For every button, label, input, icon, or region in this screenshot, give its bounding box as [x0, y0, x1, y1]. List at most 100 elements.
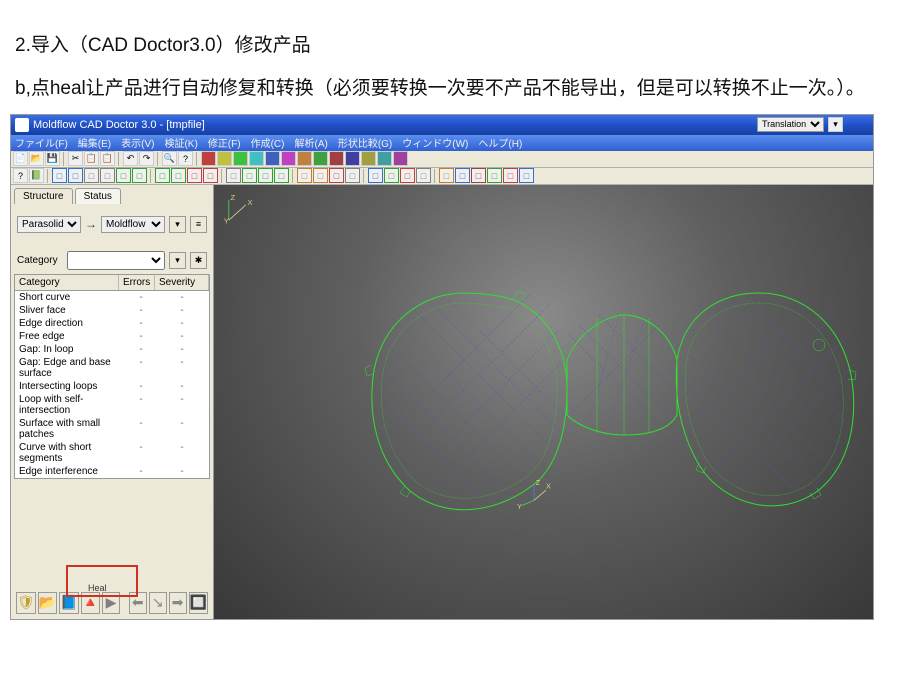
- mode-select[interactable]: Translation: [757, 117, 824, 132]
- toolbar-color-button[interactable]: [281, 151, 296, 166]
- toolbar-color-button[interactable]: [265, 151, 280, 166]
- toolbar-1: Translation ▾ 📄📂💾✂📋📋↶↷🔍?: [11, 151, 873, 168]
- toolbar-color-button[interactable]: [313, 151, 328, 166]
- table-row[interactable]: Short curve--: [15, 291, 209, 304]
- menubar: ファイル(F) 編集(E) 表示(V) 検証(K) 修正(F) 作成(C) 解析(A) 形状比…: [11, 135, 873, 151]
- toolbar-button[interactable]: ?: [13, 168, 28, 183]
- toolbar-tool-button[interactable]: □: [84, 168, 99, 183]
- action-button[interactable]: 📂: [38, 592, 57, 614]
- category-opt-button[interactable]: ▾: [169, 252, 186, 269]
- toolbar-button[interactable]: ?: [178, 151, 193, 166]
- th-severity[interactable]: Severity: [155, 275, 209, 290]
- th-category[interactable]: Category: [15, 275, 119, 290]
- toolbar-button[interactable]: ✂: [68, 151, 83, 166]
- toolbar-tool-button[interactable]: □: [116, 168, 131, 183]
- table-row[interactable]: Gap: Edge and base surface--: [15, 356, 209, 380]
- toolbar-tool-button[interactable]: □: [203, 168, 218, 183]
- toolbar-tool-button[interactable]: □: [100, 168, 115, 183]
- toolbar-tool-button[interactable]: □: [384, 168, 399, 183]
- menu-item[interactable]: 編集(E): [78, 135, 111, 150]
- viewport[interactable]: X Y Z: [214, 185, 873, 619]
- toolbar-button[interactable]: 🔍: [162, 151, 177, 166]
- toolbar-button[interactable]: 📗: [29, 168, 44, 183]
- toolbar-color-button[interactable]: [377, 151, 392, 166]
- nav-button[interactable]: ➡: [169, 592, 187, 614]
- list-button[interactable]: ≡: [190, 216, 207, 233]
- toolbar-button[interactable]: 📂: [29, 151, 44, 166]
- menu-item[interactable]: 検証(K): [164, 135, 197, 150]
- toolbar-tool-button[interactable]: □: [226, 168, 241, 183]
- table-row[interactable]: Edge direction--: [15, 317, 209, 330]
- toolbar-button[interactable]: 💾: [45, 151, 60, 166]
- table-row[interactable]: Gap: In loop--: [15, 343, 209, 356]
- toolbar-tool-button[interactable]: □: [439, 168, 454, 183]
- assign-button[interactable]: ▾: [169, 216, 186, 233]
- table-row[interactable]: Edge interference--: [15, 465, 209, 478]
- toolbar-tool-button[interactable]: □: [155, 168, 170, 183]
- menu-item[interactable]: 表示(V): [121, 135, 154, 150]
- table-row[interactable]: Sliver face--: [15, 304, 209, 317]
- side-panel: Structure Status Parasolid → Moldflow ▾ …: [11, 185, 214, 619]
- target-select[interactable]: Moldflow: [101, 216, 165, 233]
- toolbar-button[interactable]: 📋: [84, 151, 99, 166]
- tab-structure[interactable]: Structure: [14, 188, 73, 204]
- toolbar-tool-button[interactable]: □: [52, 168, 67, 183]
- toolbar-tool-button[interactable]: □: [345, 168, 360, 183]
- toolbar-tool-button[interactable]: □: [313, 168, 328, 183]
- toolbar-button[interactable]: ↶: [123, 151, 138, 166]
- toolbar-tool-button[interactable]: □: [171, 168, 186, 183]
- table-row[interactable]: Curve with short segments--: [15, 441, 209, 465]
- toolbar-color-button[interactable]: [249, 151, 264, 166]
- app-icon: [15, 118, 29, 132]
- toolbar-button[interactable]: ↷: [139, 151, 154, 166]
- toolbar-tool-button[interactable]: □: [68, 168, 83, 183]
- toolbar-tool-button[interactable]: □: [242, 168, 257, 183]
- table-row[interactable]: Loop with self-intersection--: [15, 393, 209, 417]
- tab-status[interactable]: Status: [75, 188, 121, 204]
- toolbar-color-button[interactable]: [233, 151, 248, 166]
- toolbar-tool-button[interactable]: □: [455, 168, 470, 183]
- action-button[interactable]: 🛡: [16, 592, 36, 614]
- nav-button[interactable]: 🔲: [189, 592, 208, 614]
- toolbar-color-button[interactable]: [297, 151, 312, 166]
- toolbar-tool-button[interactable]: □: [329, 168, 344, 183]
- menu-item[interactable]: 作成(C): [251, 135, 285, 150]
- category-table-header: Category Errors Severity: [14, 274, 210, 291]
- table-row[interactable]: Intersecting loops--: [15, 380, 209, 393]
- table-row[interactable]: Surface with small patches--: [15, 417, 209, 441]
- menu-item[interactable]: ファイル(F): [15, 135, 68, 150]
- toolbar-color-button[interactable]: [217, 151, 232, 166]
- toolbar-color-button[interactable]: [361, 151, 376, 166]
- source-select[interactable]: Parasolid: [17, 216, 81, 233]
- menu-item[interactable]: 解析(A): [294, 135, 327, 150]
- toolbar-tool-button[interactable]: □: [503, 168, 518, 183]
- toolbar-tool-button[interactable]: □: [297, 168, 312, 183]
- toolbar-tool-button[interactable]: □: [187, 168, 202, 183]
- toolbar-tool-button[interactable]: □: [368, 168, 383, 183]
- table-row[interactable]: Free edge--: [15, 330, 209, 343]
- category-star-button[interactable]: ✱: [190, 252, 207, 269]
- menu-item[interactable]: 形状比較(G): [338, 135, 392, 150]
- menu-item[interactable]: ヘルプ(H): [478, 135, 522, 150]
- toolbar-color-button[interactable]: [345, 151, 360, 166]
- menu-item[interactable]: 修正(F): [208, 135, 241, 150]
- svg-text:Y: Y: [224, 216, 229, 225]
- toolbar-tool-button[interactable]: □: [258, 168, 273, 183]
- category-select[interactable]: [67, 251, 165, 270]
- toolbar-tool-button[interactable]: □: [400, 168, 415, 183]
- toolbar-button[interactable]: 📋: [100, 151, 115, 166]
- toolbar-button[interactable]: 📄: [13, 151, 28, 166]
- nav-button[interactable]: ↘: [149, 592, 167, 614]
- menu-item[interactable]: ウィンドウ(W): [402, 135, 468, 150]
- toolbar-color-button[interactable]: [201, 151, 216, 166]
- toolbar-tool-button[interactable]: □: [416, 168, 431, 183]
- toolbar-tool-button[interactable]: □: [132, 168, 147, 183]
- mode-apply-button[interactable]: ▾: [828, 117, 843, 132]
- toolbar-tool-button[interactable]: □: [471, 168, 486, 183]
- toolbar-tool-button[interactable]: □: [274, 168, 289, 183]
- toolbar-tool-button[interactable]: □: [487, 168, 502, 183]
- th-errors[interactable]: Errors: [119, 275, 155, 290]
- toolbar-color-button[interactable]: [329, 151, 344, 166]
- toolbar-color-button[interactable]: [393, 151, 408, 166]
- toolbar-tool-button[interactable]: □: [519, 168, 534, 183]
